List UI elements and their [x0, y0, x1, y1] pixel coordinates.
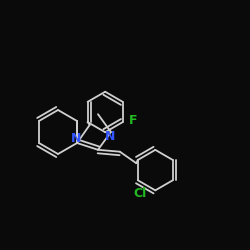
Text: N: N — [71, 132, 81, 144]
Text: F: F — [129, 114, 137, 126]
Text: Cl: Cl — [133, 187, 146, 200]
Text: N: N — [105, 130, 115, 143]
